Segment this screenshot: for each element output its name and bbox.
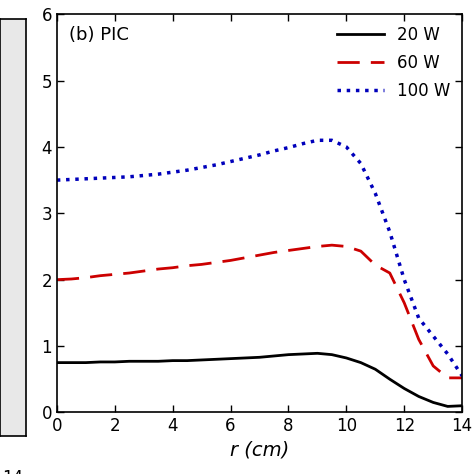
60 W [54, 277, 60, 283]
Line: 60 W: 60 W [57, 245, 462, 378]
20 W [127, 358, 132, 364]
Text: 14: 14 [2, 469, 24, 474]
60 W [373, 262, 378, 268]
20 W [199, 357, 204, 363]
20 W [271, 353, 277, 359]
60 W [344, 244, 349, 249]
60 W [228, 257, 233, 263]
Text: (b) PIC: (b) PIC [69, 26, 129, 44]
100 W [213, 162, 219, 168]
60 W [256, 252, 262, 258]
60 W [83, 275, 89, 281]
20 W [242, 355, 248, 361]
100 W [69, 177, 74, 182]
20 W [256, 355, 262, 360]
20 W [329, 352, 335, 357]
60 W [184, 263, 190, 269]
60 W [170, 265, 175, 271]
60 W [286, 247, 292, 253]
20 W [141, 358, 146, 364]
100 W [286, 145, 292, 150]
100 W [459, 373, 465, 379]
20 W [344, 355, 349, 361]
100 W [228, 159, 233, 164]
100 W [329, 137, 335, 143]
100 W [300, 141, 306, 146]
20 W [69, 360, 74, 365]
100 W [430, 333, 436, 339]
60 W [387, 270, 392, 276]
20 W [213, 356, 219, 362]
100 W [242, 155, 248, 161]
60 W [300, 246, 306, 251]
100 W [256, 152, 262, 158]
60 W [112, 272, 118, 277]
20 W [358, 360, 364, 365]
60 W [358, 248, 364, 254]
Legend: 20 W, 60 W, 100 W: 20 W, 60 W, 100 W [330, 19, 457, 107]
60 W [315, 244, 320, 249]
100 W [373, 191, 378, 196]
60 W [141, 268, 146, 274]
100 W [416, 315, 421, 321]
60 W [155, 266, 161, 272]
100 W [387, 229, 392, 235]
100 W [184, 167, 190, 173]
60 W [242, 255, 248, 261]
100 W [54, 177, 60, 183]
60 W [416, 337, 421, 342]
60 W [430, 363, 436, 369]
20 W [416, 393, 421, 399]
20 W [286, 352, 292, 357]
60 W [329, 242, 335, 248]
100 W [358, 161, 364, 166]
100 W [155, 171, 161, 177]
100 W [170, 169, 175, 175]
20 W [315, 350, 320, 356]
20 W [300, 351, 306, 357]
20 W [170, 358, 175, 364]
100 W [98, 175, 103, 181]
60 W [445, 375, 450, 381]
20 W [112, 359, 118, 365]
20 W [430, 400, 436, 405]
100 W [315, 137, 320, 143]
100 W [112, 174, 118, 180]
100 W [401, 277, 407, 283]
20 W [445, 403, 450, 409]
100 W [199, 164, 204, 170]
60 W [199, 262, 204, 267]
60 W [127, 270, 132, 276]
Line: 100 W: 100 W [57, 140, 462, 376]
20 W [401, 386, 407, 392]
60 W [459, 375, 465, 381]
100 W [271, 148, 277, 154]
100 W [445, 351, 450, 357]
60 W [98, 273, 103, 279]
100 W [83, 176, 89, 182]
60 W [69, 276, 74, 282]
20 W [373, 366, 378, 372]
20 W [228, 356, 233, 362]
60 W [271, 250, 277, 255]
20 W [155, 358, 161, 364]
Line: 20 W: 20 W [57, 353, 462, 406]
60 W [401, 300, 407, 306]
100 W [141, 173, 146, 178]
60 W [213, 260, 219, 265]
20 W [459, 403, 465, 409]
X-axis label: r (cm): r (cm) [230, 441, 289, 460]
20 W [387, 376, 392, 382]
100 W [127, 174, 132, 180]
20 W [54, 360, 60, 365]
20 W [184, 358, 190, 364]
20 W [98, 359, 103, 365]
100 W [344, 144, 349, 150]
20 W [83, 360, 89, 365]
